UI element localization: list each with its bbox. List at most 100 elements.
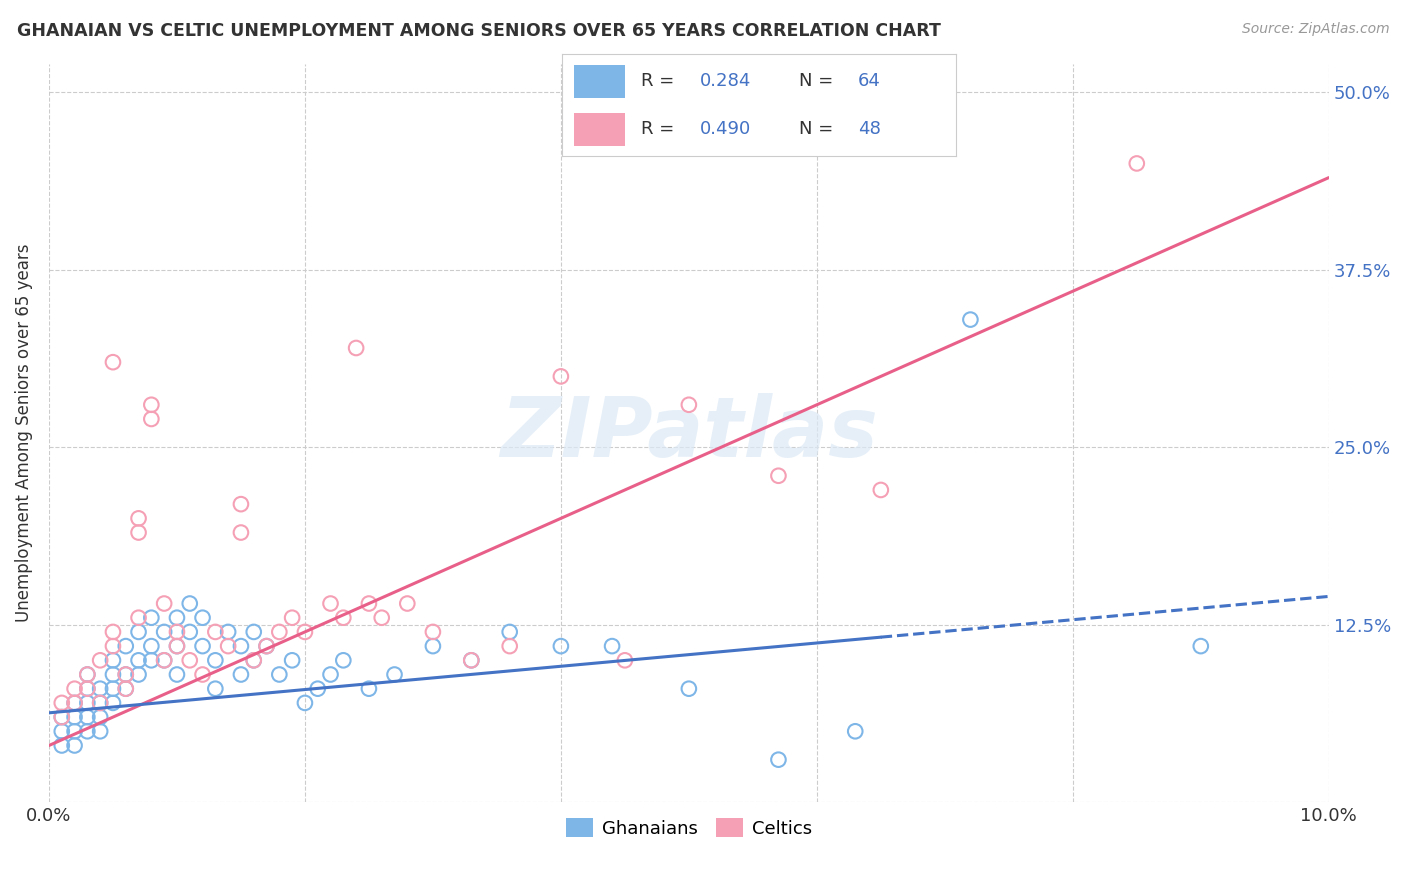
Point [217, 639, 239, 653]
Point [76, 724, 98, 739]
Point [114, 667, 136, 681]
Point [63, 739, 86, 753]
Point [166, 611, 188, 625]
Point [141, 412, 163, 426]
Point [63, 681, 86, 696]
Point [357, 597, 380, 611]
Point [242, 624, 264, 639]
Point [768, 468, 790, 483]
Point [76, 681, 98, 696]
Point [204, 681, 226, 696]
Point [344, 341, 367, 355]
Point [128, 525, 150, 540]
Point [229, 639, 252, 653]
Point [76, 667, 98, 681]
Point [101, 624, 124, 639]
Point [460, 653, 482, 667]
Point [114, 639, 136, 653]
Point [242, 653, 264, 667]
Point [179, 624, 201, 639]
Point [269, 667, 291, 681]
Point [768, 753, 790, 767]
Point [242, 653, 264, 667]
Point [153, 597, 176, 611]
FancyBboxPatch shape [574, 113, 626, 145]
Point [76, 667, 98, 681]
Point [76, 681, 98, 696]
Point [678, 681, 700, 696]
Text: 0.490: 0.490 [700, 120, 751, 138]
Point [281, 611, 304, 625]
Point [256, 639, 278, 653]
Point [678, 398, 700, 412]
Point [499, 639, 522, 653]
Point [396, 597, 419, 611]
Point [141, 611, 163, 625]
Point [179, 653, 201, 667]
Point [153, 624, 176, 639]
Point [128, 511, 150, 525]
Point [550, 639, 572, 653]
Point [229, 497, 252, 511]
FancyBboxPatch shape [574, 65, 626, 97]
Point [319, 667, 342, 681]
Text: R =: R = [641, 72, 681, 90]
Text: 0.284: 0.284 [700, 72, 752, 90]
Point [89, 681, 111, 696]
Point [166, 639, 188, 653]
Point [191, 611, 214, 625]
Point [101, 681, 124, 696]
Point [51, 710, 73, 724]
Point [357, 681, 380, 696]
Point [128, 624, 150, 639]
Point [101, 667, 124, 681]
Point [229, 667, 252, 681]
Point [51, 724, 73, 739]
Text: ZIPatlas: ZIPatlas [501, 392, 877, 474]
Point [229, 525, 252, 540]
Point [204, 624, 226, 639]
Point [281, 653, 304, 667]
Text: 48: 48 [858, 120, 880, 138]
Point [101, 653, 124, 667]
Point [101, 355, 124, 369]
Point [89, 724, 111, 739]
Point [844, 724, 866, 739]
Text: Source: ZipAtlas.com: Source: ZipAtlas.com [1241, 22, 1389, 37]
Point [89, 696, 111, 710]
Point [114, 681, 136, 696]
Point [1189, 639, 1212, 653]
Point [51, 696, 73, 710]
Point [101, 639, 124, 653]
Point [128, 653, 150, 667]
Legend: Ghanaians, Celtics: Ghanaians, Celtics [558, 811, 820, 845]
Point [153, 653, 176, 667]
Point [499, 624, 522, 639]
Point [319, 597, 342, 611]
Point [179, 597, 201, 611]
Point [550, 369, 572, 384]
Point [166, 639, 188, 653]
Point [1126, 156, 1149, 170]
Point [600, 639, 623, 653]
Text: R =: R = [641, 120, 681, 138]
Point [63, 696, 86, 710]
Point [114, 681, 136, 696]
Point [63, 710, 86, 724]
Text: 64: 64 [858, 72, 880, 90]
Point [370, 611, 392, 625]
Point [959, 312, 981, 326]
Point [89, 696, 111, 710]
Point [422, 624, 444, 639]
Text: GHANAIAN VS CELTIC UNEMPLOYMENT AMONG SENIORS OVER 65 YEARS CORRELATION CHART: GHANAIAN VS CELTIC UNEMPLOYMENT AMONG SE… [17, 22, 941, 40]
Text: N =: N = [799, 72, 838, 90]
Point [89, 653, 111, 667]
Point [166, 667, 188, 681]
Point [204, 653, 226, 667]
Point [51, 710, 73, 724]
Point [217, 624, 239, 639]
Point [191, 667, 214, 681]
Point [269, 624, 291, 639]
Point [191, 639, 214, 653]
Point [141, 398, 163, 412]
